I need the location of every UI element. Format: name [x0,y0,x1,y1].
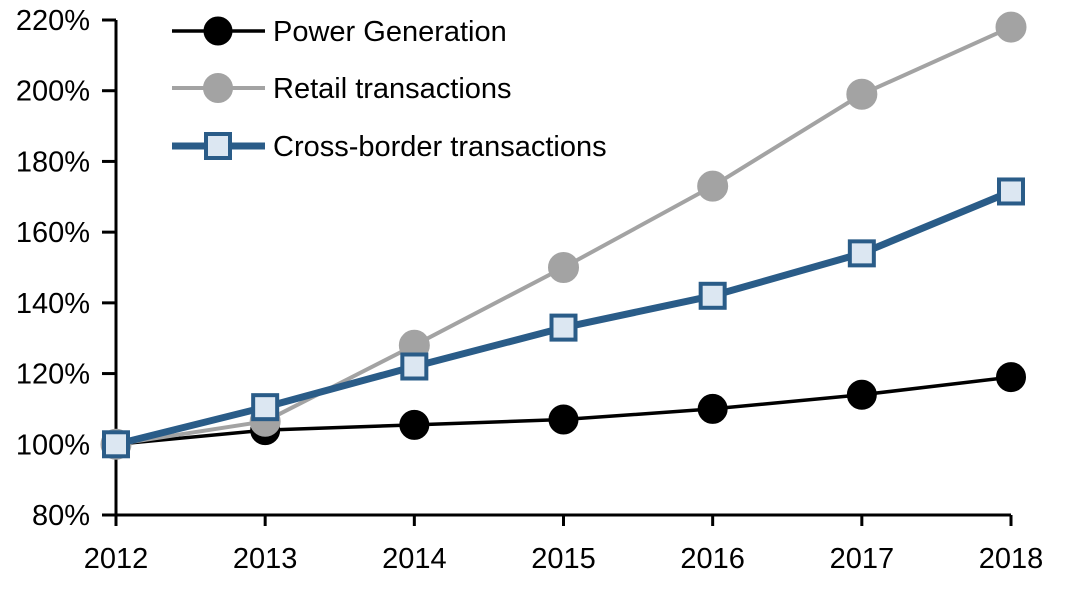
x-tick-label-2014: 2014 [382,543,447,575]
marker-cross-border-transactions-2018 [997,177,1025,206]
y-tick-label-180: 180% [16,146,90,178]
marker-cross-border-transactions-2016 [698,281,727,310]
legend-item-power-generation: Power Generation [172,16,507,48]
y-tick-label-160: 160% [16,217,90,249]
y-tick-label-140: 140% [16,288,90,320]
legend-label-power-generation: Power Generation [273,16,507,48]
marker-power-generation-2015 [548,404,579,435]
y-tick-label-120: 120% [16,359,90,391]
y-tick-label-200: 200% [16,76,90,108]
marker-retail-transactions-2015 [548,252,579,283]
marker-power-generation-2016 [697,393,728,424]
marker-retail-transactions-2017 [846,78,878,110]
y-tick-label-80: 80% [32,500,90,532]
legend-marker-cross-border-transactions [204,132,232,160]
x-tick-label-2016: 2016 [680,543,745,575]
marker-retail-transactions-2018 [995,11,1027,43]
y-tick-label-100: 100% [16,429,90,461]
legend-item-cross-border-transactions: Cross-border transactions [172,131,607,163]
marker-cross-border-transactions-2015 [549,313,578,342]
marker-cross-border-transactions-2013 [251,393,280,422]
x-tick-label-2015: 2015 [531,543,596,575]
marker-cross-border-transactions-2017 [847,239,876,268]
legend-marker-power-generation [203,16,233,46]
marker-cross-border-transactions-2012 [102,430,130,459]
marker-retail-transactions-2016 [697,170,729,202]
legend-marker-retail-transactions [203,73,233,103]
y-axis-ticks: 80% 100% 120% 140% 160% 180% 200% 220% [16,5,116,532]
x-tick-label-2012: 2012 [84,543,149,575]
legend: Power Generation Retail transactions Cross… [172,16,607,163]
y-tick-label-220: 220% [16,5,90,37]
marker-power-generation-2017 [846,379,877,410]
marker-power-generation-2018 [996,362,1026,393]
x-tick-label-2017: 2017 [830,543,895,575]
legend-label-retail-transactions: Retail transactions [273,73,512,105]
legend-item-retail-transactions: Retail transactions [172,73,512,105]
x-tick-label-2018: 2018 [979,543,1044,575]
x-axis-ticks: 2012 2013 2014 2015 2016 2017 2018 [84,515,1044,575]
x-tick-label-2013: 2013 [233,543,298,575]
marker-cross-border-transactions-2014 [400,352,429,381]
marker-power-generation-2014 [399,409,430,440]
legend-label-cross-border-transactions: Cross-border transactions [273,131,607,163]
series-lines [100,11,1027,460]
